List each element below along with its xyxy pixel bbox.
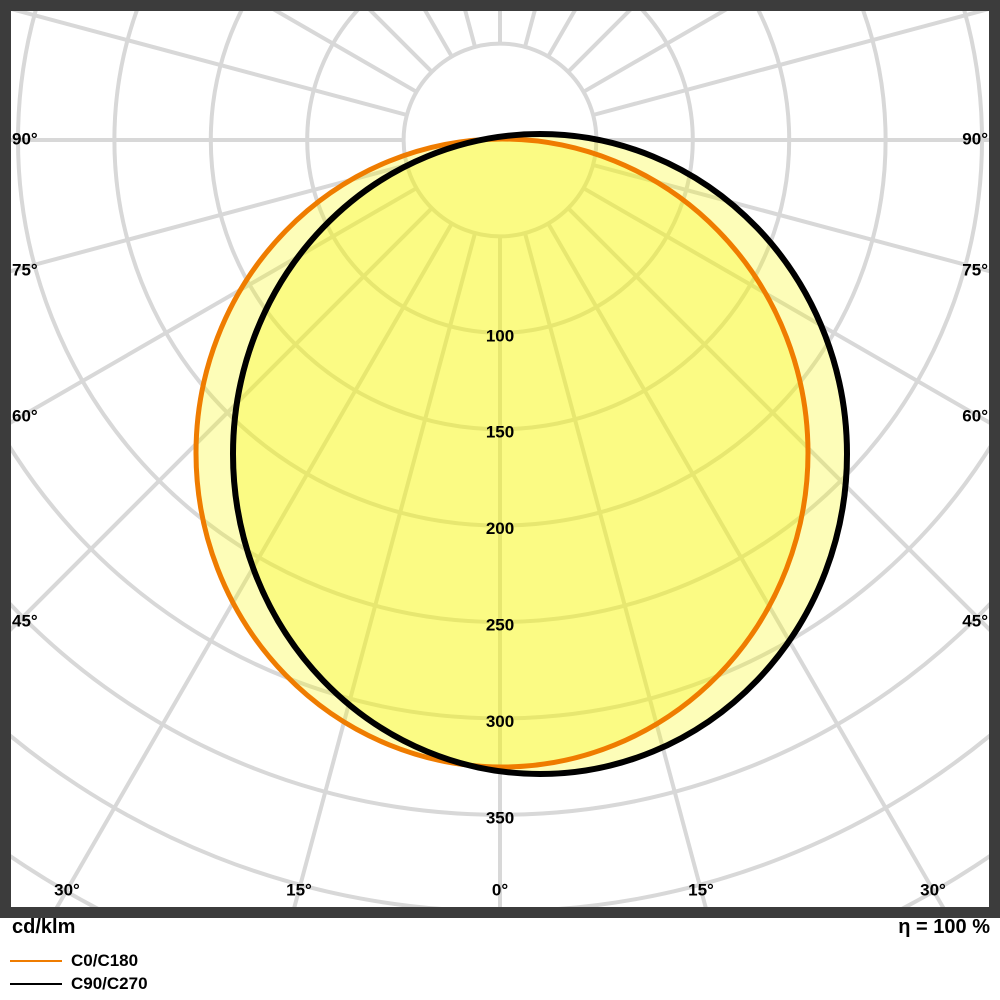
- frame-left: [0, 0, 11, 918]
- radial-tick-label: 200: [486, 519, 514, 538]
- legend-label-c90-c270: C90/C270: [71, 974, 148, 993]
- legend-line-c0-c180: [10, 960, 62, 962]
- angle-label-right: 90°: [962, 129, 988, 148]
- angle-label-left: 60°: [12, 406, 38, 425]
- angle-label-right: 60°: [962, 406, 988, 425]
- angle-label-bottom: 15°: [286, 880, 312, 899]
- grid-ray: [11, 11, 408, 117]
- unit-label: cd/klm: [12, 916, 76, 938]
- curve-c90-c270: [230, 131, 850, 777]
- efficiency-label: η = 100 %: [898, 916, 990, 938]
- legend-item-c90-c270: C90/C270: [10, 975, 148, 993]
- grid-ray: [11, 163, 408, 274]
- angle-label-bottom: 0°: [492, 880, 508, 899]
- grid-ray: [523, 232, 708, 907]
- grid-ray: [54, 222, 454, 907]
- grid-ray: [566, 206, 989, 632]
- frame-top: [0, 0, 1000, 11]
- legend-label-c0-c180: C0/C180: [71, 951, 139, 970]
- radial-tick-label: 150: [486, 423, 514, 442]
- frame-right: [989, 0, 1000, 918]
- grid-ray: [546, 222, 946, 907]
- radial-tick-label: 250: [486, 615, 514, 634]
- frame-bottom: [0, 907, 1000, 918]
- curve-fill-c90-c270: [233, 134, 847, 774]
- angle-label-bottom: 30°: [54, 880, 80, 899]
- angle-label-left: 75°: [12, 260, 38, 279]
- angle-label-left: 90°: [12, 129, 38, 148]
- grid-ray: [592, 163, 989, 274]
- radial-tick-label: 300: [486, 712, 514, 731]
- curve-fill-c0-c180: [196, 139, 808, 767]
- legend: C0/C180 C90/C270: [10, 952, 148, 993]
- radial-tick-label: 100: [486, 326, 514, 345]
- legend-line-c90-c270: [10, 983, 62, 985]
- legend-item-c0-c180: C0/C180: [10, 952, 148, 970]
- grid-ray: [592, 11, 989, 117]
- angle-label-bottom: 15°: [688, 880, 714, 899]
- grid-ray: [582, 186, 989, 425]
- angle-label-left: 45°: [12, 611, 38, 630]
- grid-ray: [292, 232, 477, 907]
- angle-label-bottom: 30°: [920, 880, 946, 899]
- angle-label-right: 45°: [962, 611, 988, 630]
- grid-ray: [11, 206, 434, 632]
- radial-tick-label: 350: [486, 808, 514, 827]
- angle-label-right: 75°: [962, 260, 988, 279]
